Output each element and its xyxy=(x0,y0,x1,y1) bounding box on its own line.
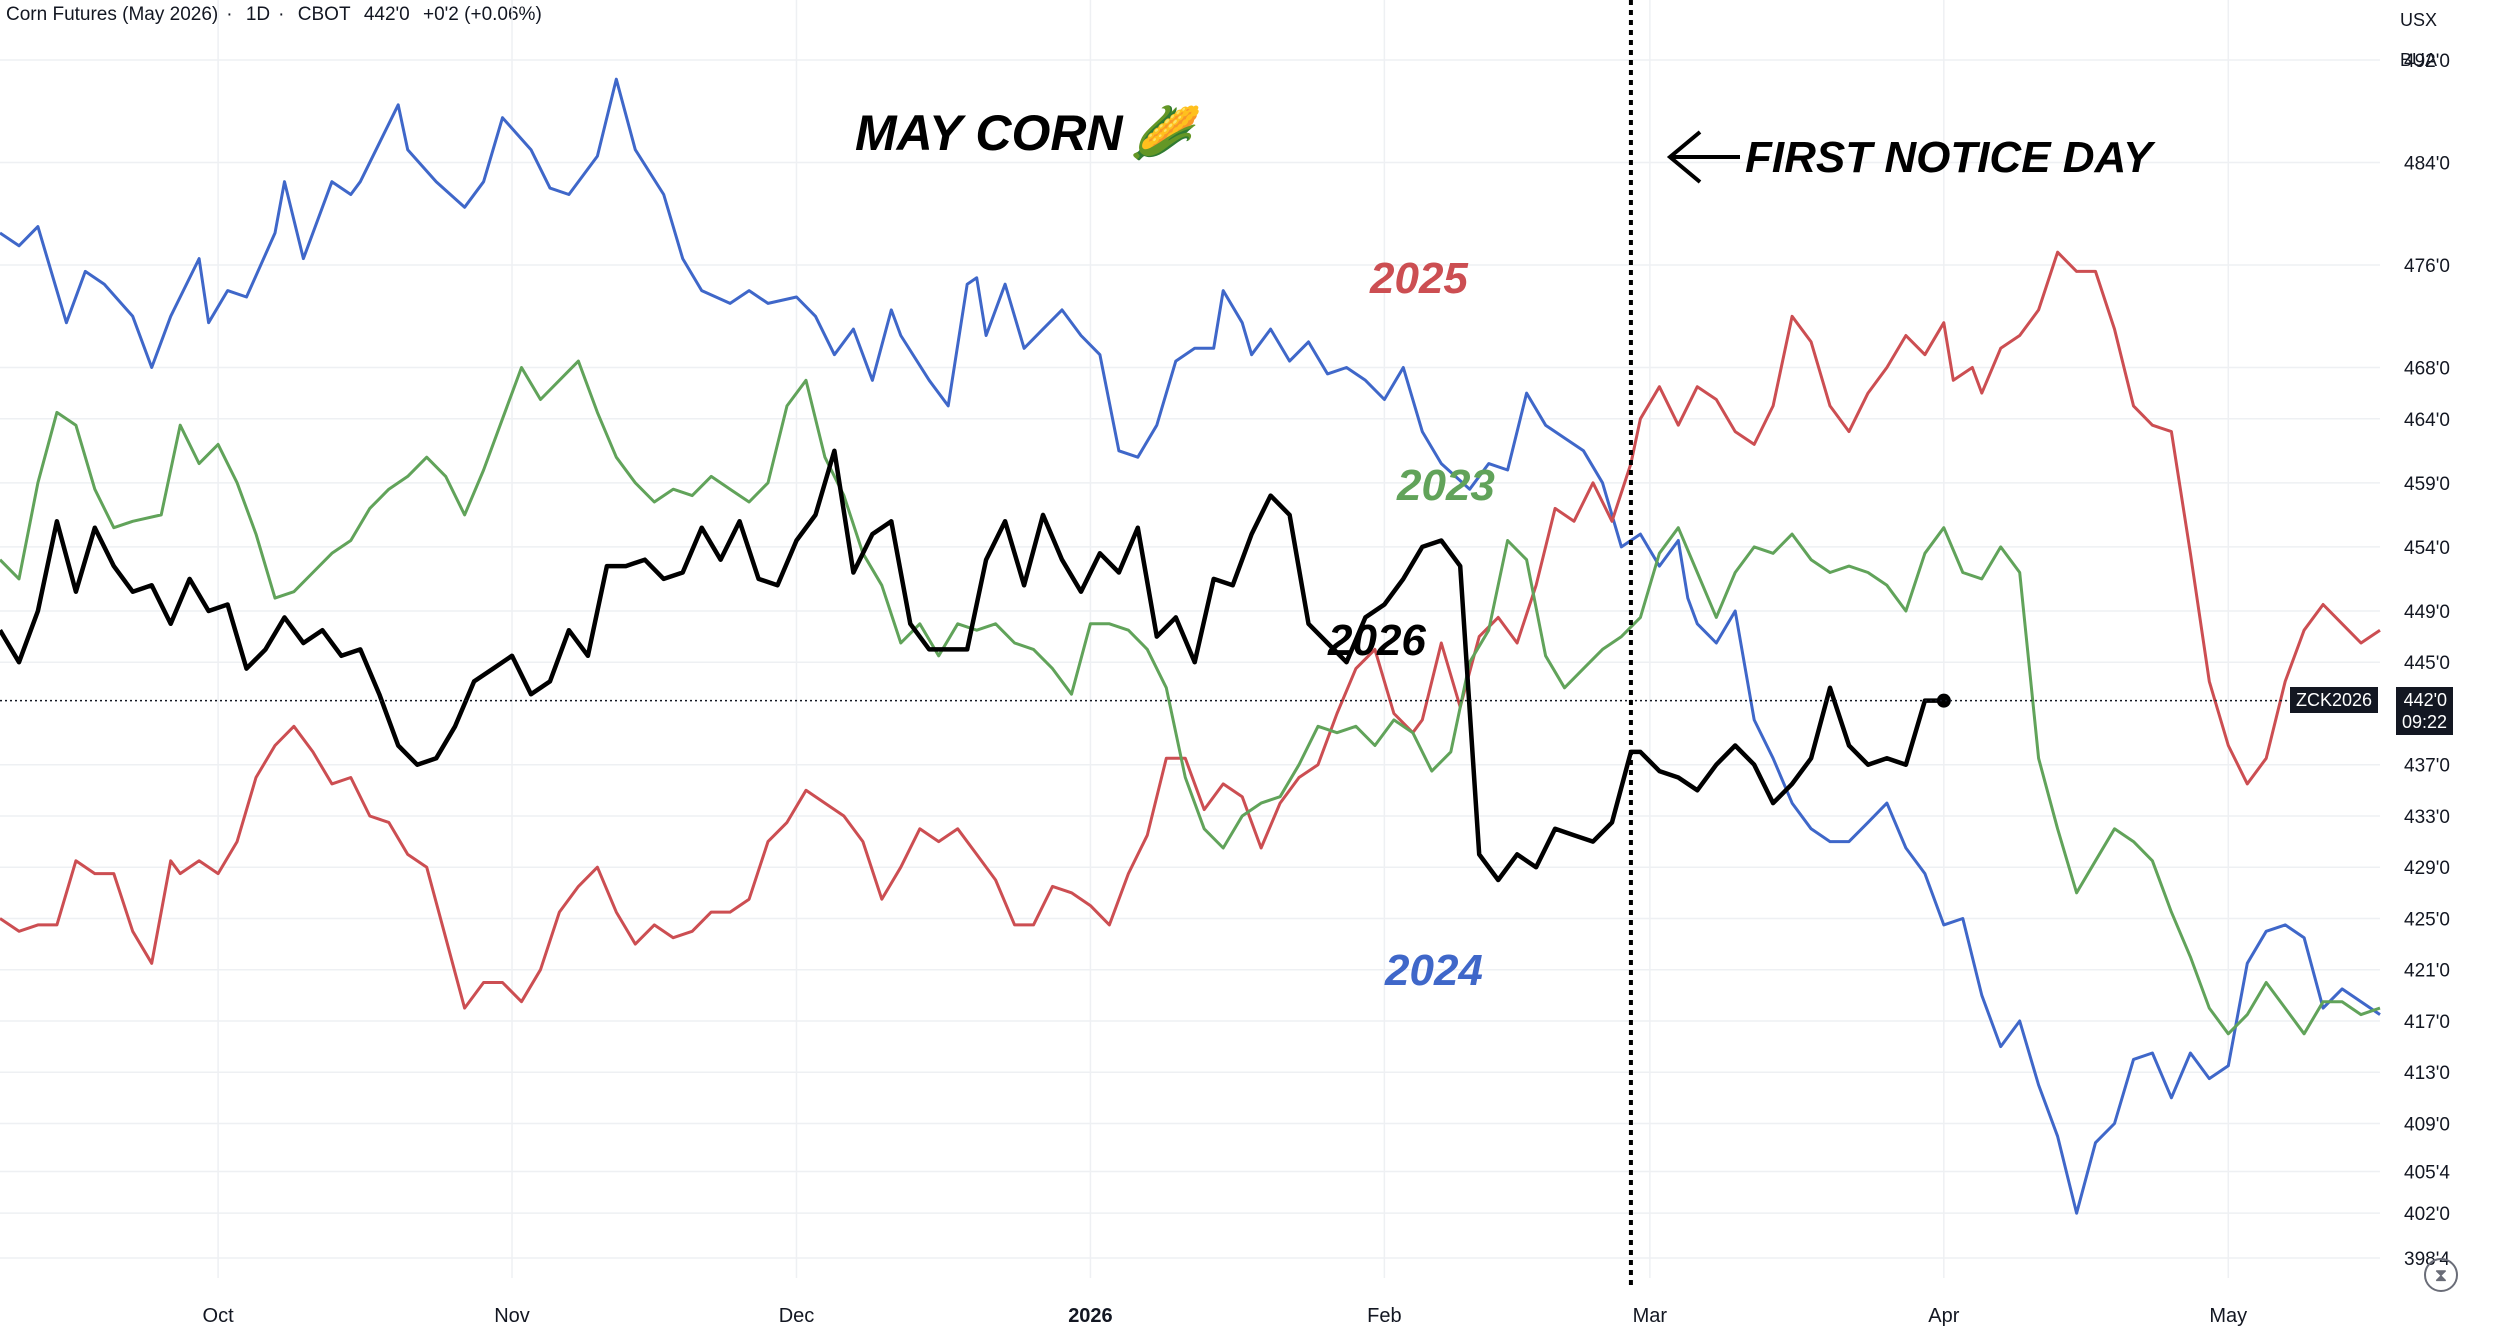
current-price-value: 442'0 09:22 xyxy=(2396,686,2454,735)
y-tick-label: 484'0 xyxy=(2404,154,2450,175)
price-tag-symbol: ZCK2026 xyxy=(2296,689,2373,710)
y-tick-label: 402'0 xyxy=(2404,1204,2450,1225)
x-tick-label: 2026 xyxy=(1068,1305,1113,1327)
x-tick-label: Feb xyxy=(1367,1305,1401,1327)
current-price-tag: ZCK2026 xyxy=(2290,686,2379,713)
y-tick-label: 476'0 xyxy=(2404,256,2450,277)
price-tag-price: 442'0 xyxy=(2403,689,2448,710)
x-tick-label: Dec xyxy=(779,1305,815,1327)
x-axis[interactable]: Oct Nov Dec 2026 Feb Mar Apr May xyxy=(203,1305,2248,1327)
price-tag-time: 09:22 xyxy=(2402,711,2448,732)
header-price: 442'0 xyxy=(363,4,410,25)
symbol-name[interactable]: Corn Futures (May 2026) xyxy=(6,4,219,25)
y-tick-label: 413'0 xyxy=(2404,1063,2450,1084)
label-2025: 2025 xyxy=(1369,254,1468,303)
y-tick-label: 421'0 xyxy=(2404,961,2450,982)
y-tick-label: 449'0 xyxy=(2404,602,2450,623)
y-tick-label: 445'0 xyxy=(2404,653,2450,674)
x-tick-label: Apr xyxy=(1928,1305,1959,1327)
interval[interactable]: 1D xyxy=(245,4,271,25)
y-tick-label: 492'0 xyxy=(2404,51,2450,72)
series-line-2023 xyxy=(0,359,2381,1036)
title-annotation: MAY CORN 🌽 xyxy=(855,103,1203,161)
unit-selector[interactable]: USX BUA xyxy=(2400,0,2462,80)
series-line-2026 xyxy=(0,448,1944,883)
series-line-2025 xyxy=(0,250,2381,1010)
series-line-2024 xyxy=(0,77,2381,1215)
y-tick-label: 459'0 xyxy=(2404,474,2450,495)
y-tick-label: 425'0 xyxy=(2404,909,2450,930)
unit-measure[interactable]: BUA xyxy=(2400,50,2438,70)
overlay-lines xyxy=(0,0,2380,1288)
y-tick-label: 454'0 xyxy=(2404,538,2450,559)
y-tick-label: 417'0 xyxy=(2404,1012,2450,1033)
y-axis[interactable]: 492'0 484'0 476'0 468'0 464'0 459'0 454'0 449'0… xyxy=(2404,51,2450,1270)
x-tick-label: Mar xyxy=(1633,1305,1668,1327)
label-2026: 2026 xyxy=(1327,616,1426,665)
fnd-arrow-icon xyxy=(1666,130,1740,184)
label-2024: 2024 xyxy=(1384,946,1483,995)
last-price-dot xyxy=(1936,693,1951,708)
annotations: MAY CORN 🌽 FIRST NOTICE DAY 2025 2023 202… xyxy=(855,103,2156,995)
y-tick-label: 429'0 xyxy=(2404,858,2450,879)
series-lines xyxy=(0,77,2381,1215)
y-tick-label: 464'0 xyxy=(2404,410,2450,431)
y-tick-label: 409'0 xyxy=(2404,1114,2450,1135)
exchange: CBOT xyxy=(297,4,351,25)
y-tick-label: 437'0 xyxy=(2404,756,2450,777)
unit-currency[interactable]: USX xyxy=(2400,10,2438,30)
y-tick-label: 433'0 xyxy=(2404,807,2450,828)
fnd-annotation: FIRST NOTICE DAY xyxy=(1745,133,2156,182)
x-tick-label: May xyxy=(2209,1305,2247,1327)
x-tick-label: Nov xyxy=(494,1305,530,1327)
y-tick-label: 468'0 xyxy=(2404,359,2450,380)
reset-scale-icon[interactable]: ⧗ xyxy=(2424,1258,2458,1292)
label-2023: 2023 xyxy=(1396,461,1495,510)
grid-lines xyxy=(0,0,2380,1278)
y-tick-label: 405'4 xyxy=(2404,1163,2450,1184)
x-tick-label: Oct xyxy=(203,1305,235,1327)
